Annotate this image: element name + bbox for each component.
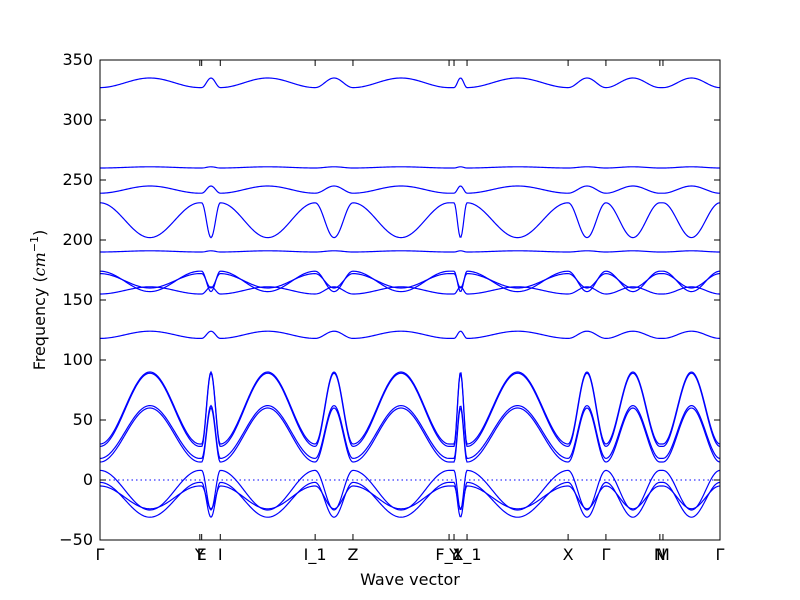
acoustic-3 [100,404,720,460]
x-tick-label: F_1 [435,545,462,565]
x-tick-label: Γ [96,545,105,564]
x-axis: Γ YE I I_1 Z F_1YX_1 X Γ NM Γ [96,60,725,565]
band-8 [100,286,720,295]
band-3 [100,185,720,194]
y-tick-label: 150 [62,290,93,309]
band-4 [100,202,720,239]
x-tick-label: X_1 [452,545,481,565]
acoustic-7 [100,485,720,510]
x-tick-label: X [563,545,574,564]
x-tick-label: Y [194,545,205,564]
x-tick-label: M [656,545,670,564]
x-tick-label: I_1 [304,545,327,565]
x-tick-label: E [197,545,207,564]
acoustic-4 [100,406,720,463]
x-tick-label: Y [448,545,459,564]
y-tick-label: 250 [62,170,93,189]
y-tick-label: 350 [62,50,93,69]
x-tick-label: Z [347,545,358,564]
x-axis-label: Wave vector [360,570,460,589]
y-tick-label: 50 [73,410,93,429]
band-5 [100,250,720,253]
x-tick-label: N [654,545,666,564]
y-tick-label: −50 [59,530,93,549]
y-axis-label: Frequency (cm−1) [28,230,49,371]
acoustic-2 [100,371,720,448]
y-tick-label: 300 [62,110,93,129]
plot-frame [99,59,721,541]
band-1 [100,77,720,89]
x-tick-label: Γ [601,545,610,564]
band-7 [100,272,720,289]
plot-area [100,77,720,519]
x-tick-label: Γ [716,545,725,564]
band-9 [100,330,720,340]
x-tick-label: I [218,545,223,564]
y-tick-label: 100 [62,350,93,369]
y-tick-label: 0 [83,470,93,489]
y-tick-label: 200 [62,230,93,249]
band-2 [100,166,720,169]
acoustic-5 [100,469,720,511]
y-axis: −50 0 50 100 150 200 250 300 350 [59,50,720,549]
